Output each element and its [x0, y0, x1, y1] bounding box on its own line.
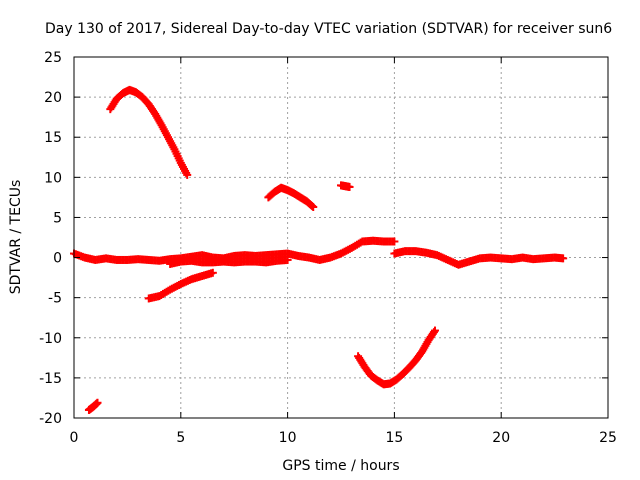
x-tick-label: 20 — [492, 430, 510, 446]
series-arc-high — [106, 85, 192, 179]
x-tick-label: 25 — [599, 430, 617, 446]
y-tick-label: 5 — [53, 210, 62, 226]
y-tick-label: -10 — [39, 331, 62, 347]
x-axis-title: GPS time / hours — [282, 458, 399, 474]
x-tick-label: 0 — [70, 430, 79, 446]
axis-ticks: 0 5 10 15 20 25 -20 -15 -10 -5 0 5 10 15 20 25 — [39, 50, 617, 446]
y-tick-label: 25 — [44, 50, 62, 66]
series-bump — [264, 183, 318, 212]
y-tick-label: 20 — [44, 90, 62, 106]
y-tick-label: 15 — [44, 130, 62, 146]
series-lower-band — [166, 255, 292, 268]
x-tick-label: 5 — [176, 430, 185, 446]
series-rising-segment — [144, 268, 217, 303]
y-axis-title: SDTVAR / TECUs — [8, 180, 24, 295]
y-tick-label: -15 — [39, 371, 62, 387]
plot-frame — [73, 56, 609, 419]
series-short-segment — [337, 181, 354, 191]
series-late-band — [390, 247, 568, 269]
series-arc-low — [354, 326, 439, 389]
y-tick-label: 10 — [44, 170, 62, 186]
y-tick-label: 0 — [53, 251, 62, 267]
y-tick-label: -5 — [48, 291, 62, 307]
data-points — [70, 85, 568, 414]
series-bottom-segment — [84, 398, 102, 414]
x-tick-label: 15 — [385, 430, 403, 446]
grid-lines — [74, 57, 608, 418]
chart-title: Day 130 of 2017, Sidereal Day-to-day VTE… — [45, 21, 612, 37]
x-tick-label: 10 — [279, 430, 297, 446]
y-tick-label: -20 — [39, 411, 62, 427]
